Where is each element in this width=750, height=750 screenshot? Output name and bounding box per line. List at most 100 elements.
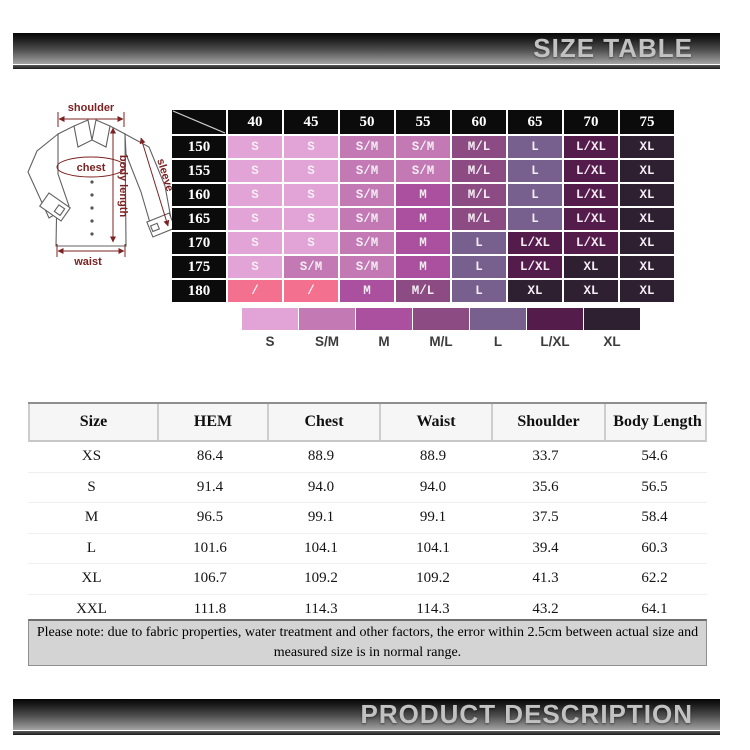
shirt-outline-drawing bbox=[27, 119, 175, 247]
size-table-cell: 39.4 bbox=[532, 539, 559, 556]
size-table-cell: 101.6 bbox=[193, 539, 227, 556]
matrix-cell: S bbox=[228, 136, 282, 158]
matrix-cell: L bbox=[508, 136, 562, 158]
size-table-cell: 86.4 bbox=[196, 448, 224, 465]
size-table-cell: 88.9 bbox=[419, 448, 447, 465]
size-matrix-legend bbox=[242, 308, 640, 330]
legend-swatch bbox=[299, 308, 355, 330]
legend-label: L bbox=[493, 334, 503, 349]
waist-label: waist bbox=[73, 256, 102, 268]
matrix-cell: M/L bbox=[452, 184, 506, 206]
size-table-cell: XS bbox=[81, 448, 102, 465]
matrix-row-header: 150 bbox=[172, 136, 226, 158]
matrix-col-header: 50 bbox=[340, 110, 394, 134]
matrix-cell: L bbox=[452, 232, 506, 254]
product-description-banner: PRODUCT DESCRIPTION bbox=[13, 699, 720, 730]
matrix-cell: M bbox=[396, 256, 450, 278]
matrix-cell: S/M bbox=[340, 184, 394, 206]
matrix-cell: L/XL bbox=[564, 184, 618, 206]
matrix-cell: M/L bbox=[452, 160, 506, 182]
measurement-table-body: XS 86.4 88.9 88.9 33.7 54.6 S 91.4 94.0 94.0 35.6 5… bbox=[28, 442, 707, 624]
matrix-cell: S bbox=[228, 232, 282, 254]
matrix-cell: XL bbox=[508, 280, 562, 302]
size-table-cell: M bbox=[84, 509, 99, 526]
size-table-cell: 94.0 bbox=[419, 478, 447, 495]
size-table-cell: 37.5 bbox=[532, 509, 559, 526]
legend-label: L/XL bbox=[540, 334, 570, 349]
matrix-col-header: 40 bbox=[228, 110, 282, 134]
size-table-cell: 94.0 bbox=[307, 478, 335, 495]
size-matrix-legend-labels: S S/M M M/L L L/XL XL bbox=[242, 334, 640, 349]
matrix-cell: S bbox=[228, 160, 282, 182]
matrix-cell: S/M bbox=[340, 232, 394, 254]
matrix-cell: M/L bbox=[396, 280, 450, 302]
size-table-header-cell: Size bbox=[79, 413, 108, 430]
matrix-cell: L/XL bbox=[508, 232, 562, 254]
product-description-banner-underline bbox=[13, 731, 720, 735]
size-table-header-cell: Body Length bbox=[604, 404, 709, 440]
legend-swatch bbox=[413, 308, 469, 330]
matrix-row-header: 170 bbox=[172, 232, 226, 254]
size-table-cell: 54.6 bbox=[641, 448, 668, 465]
legend-swatch bbox=[356, 308, 412, 330]
size-table-row: XS 86.4 88.9 88.9 33.7 54.6 bbox=[28, 442, 707, 473]
matrix-cell: S bbox=[228, 256, 282, 278]
matrix-cell: M/L bbox=[452, 208, 506, 230]
matrix-cell: XL bbox=[620, 280, 674, 302]
matrix-cell: / bbox=[284, 280, 338, 302]
size-table-cell: 106.7 bbox=[193, 570, 227, 587]
legend-swatch bbox=[242, 308, 298, 330]
matrix-cell: S bbox=[284, 160, 338, 182]
size-table-row: S 91.4 94.0 94.0 35.6 56.5 bbox=[28, 473, 707, 503]
size-table-header-cell: Waist bbox=[379, 404, 491, 440]
size-table-header-cell: HEM bbox=[157, 404, 267, 440]
matrix-col-header: 45 bbox=[284, 110, 338, 134]
size-table-cell: 33.7 bbox=[532, 448, 559, 465]
matrix-cell: S/M bbox=[396, 160, 450, 182]
matrix-cell: S/M bbox=[284, 256, 338, 278]
matrix-cell: S bbox=[284, 208, 338, 230]
size-table-cell: 99.1 bbox=[307, 509, 335, 526]
size-table-cell: 111.8 bbox=[193, 600, 227, 617]
size-table-cell: 60.3 bbox=[641, 539, 668, 556]
size-table-cell: 104.1 bbox=[304, 539, 338, 556]
matrix-row-header: 165 bbox=[172, 208, 226, 230]
matrix-cell: XL bbox=[564, 280, 618, 302]
matrix-cell: XL bbox=[620, 184, 674, 206]
body-length-label: body length bbox=[117, 155, 129, 218]
shoulder-label: shoulder bbox=[68, 102, 115, 114]
matrix-cell: S/M bbox=[340, 160, 394, 182]
size-table-cell: 114.3 bbox=[304, 600, 338, 617]
matrix-cell: M bbox=[396, 232, 450, 254]
size-table-cell: 88.9 bbox=[307, 448, 335, 465]
matrix-cell: L bbox=[508, 184, 562, 206]
size-table-header-cell: Chest bbox=[267, 404, 379, 440]
matrix-row-header: 160 bbox=[172, 184, 226, 206]
matrix-cell: L bbox=[508, 208, 562, 230]
matrix-cell: L bbox=[452, 280, 506, 302]
matrix-col-header: 75 bbox=[620, 110, 674, 134]
matrix-cell: S/M bbox=[340, 256, 394, 278]
matrix-corner-cell bbox=[172, 110, 226, 134]
size-table-banner-underline bbox=[13, 65, 720, 69]
matrix-cell: M bbox=[396, 208, 450, 230]
chest-label: chest bbox=[77, 162, 106, 174]
matrix-cell: L/XL bbox=[564, 208, 618, 230]
legend-swatch bbox=[527, 308, 583, 330]
measurement-table-header: Size HEM Chest Waist Shoulder Body Length bbox=[28, 404, 707, 442]
size-table-cell: 96.5 bbox=[196, 509, 224, 526]
legend-label: S bbox=[265, 334, 275, 349]
matrix-col-header: 65 bbox=[508, 110, 562, 134]
matrix-cell: S/M bbox=[396, 136, 450, 158]
legend-swatch bbox=[584, 308, 640, 330]
size-table-cell: 109.2 bbox=[304, 570, 338, 587]
size-table-row: XXL 111.8 114.3 114.3 43.2 64.1 bbox=[28, 595, 707, 625]
matrix-cell: XL bbox=[620, 232, 674, 254]
size-table-cell: S bbox=[87, 478, 96, 495]
matrix-cell: S bbox=[228, 184, 282, 206]
size-table-cell: 104.1 bbox=[416, 539, 450, 556]
legend-label: M/L bbox=[429, 334, 453, 349]
size-table-cell: 35.6 bbox=[532, 478, 559, 495]
size-table-cell: 41.3 bbox=[532, 570, 559, 587]
